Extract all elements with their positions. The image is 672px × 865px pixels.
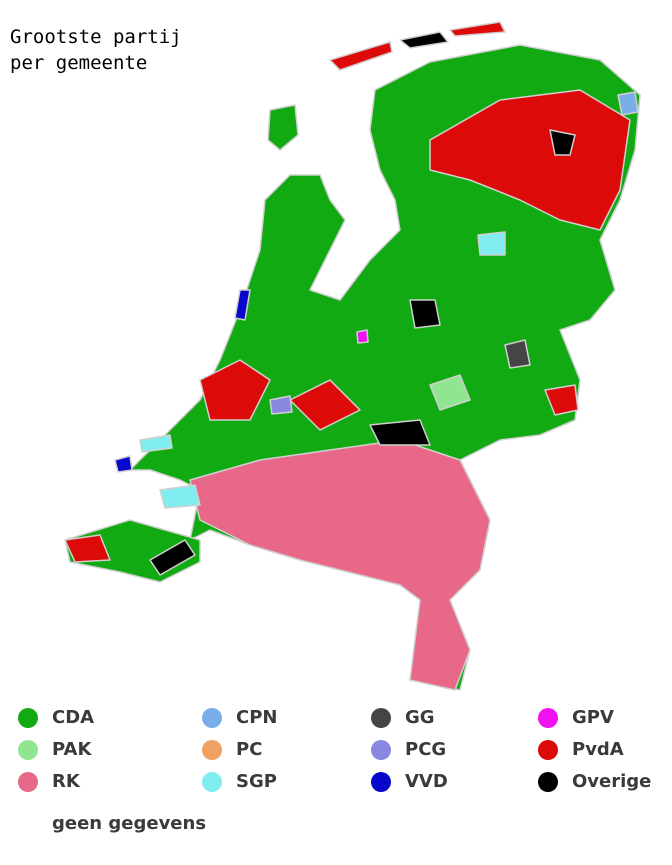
- legend-swatch: [202, 708, 222, 728]
- title-line: Grootste partij: [10, 26, 182, 48]
- region: [267, 104, 299, 151]
- legend-label: PvdA: [572, 739, 624, 760]
- region: [544, 384, 579, 416]
- region: [617, 91, 639, 116]
- region: [449, 21, 506, 37]
- region: [504, 339, 531, 369]
- legend-swatch: [371, 772, 391, 792]
- legend-label: geen gegevens: [52, 813, 206, 834]
- region: [329, 41, 393, 71]
- legend-label: SGP: [236, 771, 277, 792]
- region: [189, 439, 491, 691]
- legend-label: Overige: [572, 771, 651, 792]
- region: [369, 419, 431, 446]
- region: [159, 484, 201, 509]
- legend-swatch: [18, 740, 38, 760]
- region: [269, 395, 293, 415]
- region: [356, 329, 369, 344]
- legend-label: PCG: [405, 739, 446, 760]
- region: [289, 379, 361, 431]
- legend-swatch: [202, 740, 222, 760]
- legend-label: CPN: [236, 707, 277, 728]
- region: [139, 434, 173, 453]
- legend-swatch: [202, 772, 222, 792]
- region: [234, 289, 251, 321]
- legend-swatch: [538, 740, 558, 760]
- legend-label: PC: [236, 739, 262, 760]
- legend-label: PAK: [52, 739, 92, 760]
- title-line: per gemeente: [10, 52, 147, 74]
- region: [64, 534, 111, 563]
- legend-swatch: [18, 708, 38, 728]
- legend-label: VVD: [405, 771, 448, 792]
- region: [549, 129, 576, 156]
- legend: CDA PAK RK CPN PC SGP GG PCG VVD GPV PvdA Overige: [18, 707, 651, 792]
- legend-swatch: [18, 772, 38, 792]
- legend-swatch: [371, 708, 391, 728]
- legend-swatch: [371, 740, 391, 760]
- region: [399, 31, 449, 49]
- legend-swatch: [538, 772, 558, 792]
- region: [114, 455, 133, 473]
- region: [429, 89, 631, 231]
- region: [199, 359, 271, 421]
- legend-swatch: [538, 708, 558, 728]
- legend-label: GG: [405, 707, 435, 728]
- region: [429, 374, 471, 411]
- legend-label: GPV: [572, 707, 614, 728]
- legend-label: CDA: [52, 707, 94, 728]
- region: [149, 539, 196, 576]
- region: [409, 299, 441, 329]
- region: [477, 231, 506, 256]
- legend-label: RK: [52, 771, 81, 792]
- map: [64, 21, 641, 691]
